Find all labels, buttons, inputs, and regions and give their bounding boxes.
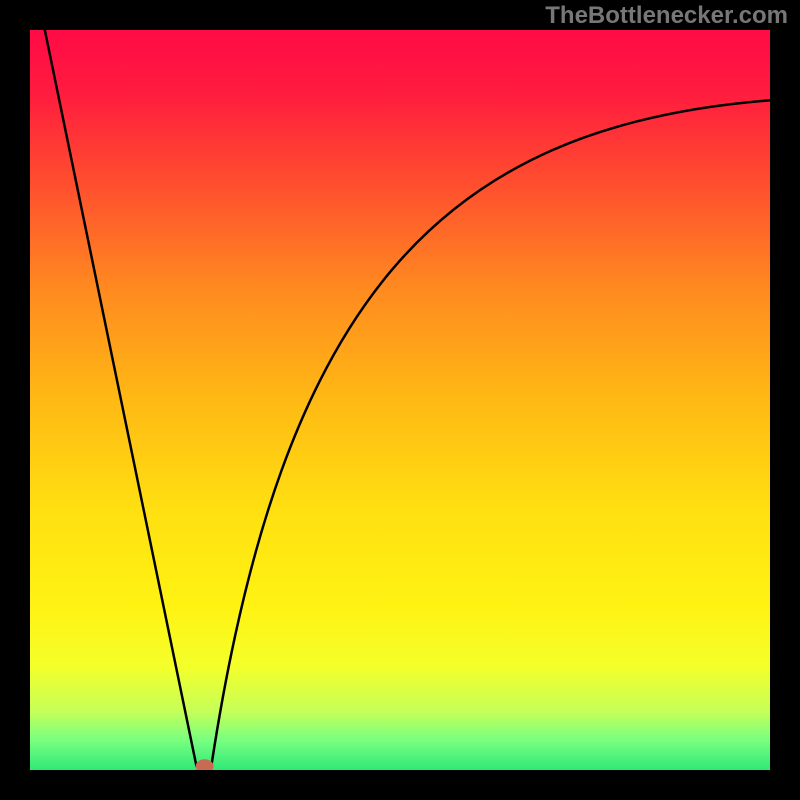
chart-background (30, 30, 770, 770)
outer-frame: TheBottlenecker.com (0, 0, 800, 800)
watermark-text: TheBottlenecker.com (545, 2, 788, 30)
plot-area (30, 30, 770, 770)
chart-svg (30, 30, 770, 770)
